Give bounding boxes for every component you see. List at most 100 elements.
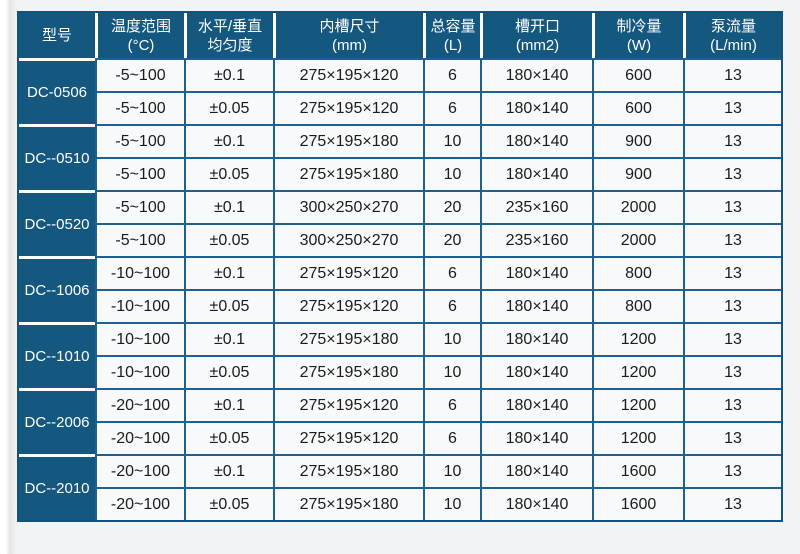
table-row: DC--1006 -10~100 ±0.1 275×195×120 6 180×140 80… (19, 256, 781, 322)
header-label: 温度范围 (110, 17, 171, 35)
data-cell: 13 (683, 124, 781, 157)
data-cell: ±0.1 (184, 256, 273, 289)
table-row: DC--2010 -20~100 ±0.1 275×195×180 10 180×140 1… (19, 454, 781, 520)
model-cell: DC-0506 (19, 58, 95, 124)
col-header-opening: 槽开口 (mm2) (480, 13, 592, 58)
data-cell: 1600 (592, 487, 683, 520)
data-cell: 800 (592, 289, 683, 322)
col-header-temp-range: 温度范围 (°C) (95, 13, 184, 58)
data-cell: -10~100 (95, 289, 184, 322)
data-cell: -5~100 (95, 58, 184, 91)
data-cell: 275×195×180 (273, 355, 423, 388)
data-cell: 275×195×180 (273, 454, 423, 487)
data-cell: 6 (423, 58, 480, 91)
data-cell: 180×140 (480, 256, 592, 289)
table-row: -10~100 ±0.05 275×195×180 10 180×140 1200 13 (19, 355, 781, 388)
col-header-model: 型号 (19, 13, 95, 58)
data-cell: 13 (683, 223, 781, 256)
spec-table-header: 型号 温度范围 (°C) 水平/垂直 均匀度 内槽尺寸 (mm) 总容量 (19, 13, 781, 58)
header-label: 泵流量 (710, 17, 756, 35)
data-cell: 6 (423, 421, 480, 454)
model-cell: DC--1010 (19, 322, 95, 388)
data-cell: ±0.05 (184, 355, 273, 388)
data-cell: 180×140 (480, 355, 592, 388)
data-cell: 13 (683, 256, 781, 289)
data-cell: 180×140 (480, 421, 592, 454)
table-row: DC--0510 -5~100 ±0.1 275×195×180 10 180×140 90… (19, 124, 781, 190)
data-cell: -20~100 (95, 421, 184, 454)
header-sub: (L) (443, 36, 463, 54)
data-cell: 900 (592, 157, 683, 190)
header-row: 型号 温度范围 (°C) 水平/垂直 均匀度 内槽尺寸 (mm) 总容量 (19, 13, 781, 58)
data-cell: 13 (683, 91, 781, 124)
header-sub: (mm2) (515, 36, 560, 54)
page-left-shade (0, 0, 17, 554)
spec-table: 型号 温度范围 (°C) 水平/垂直 均匀度 内槽尺寸 (mm) 总容量 (19, 13, 781, 520)
data-cell: 10 (423, 355, 480, 388)
header-label: 内槽尺寸 (319, 17, 380, 35)
header-sub: (mm) (332, 36, 367, 54)
data-cell: 275×195×120 (273, 91, 423, 124)
data-cell: ±0.1 (184, 454, 273, 487)
data-cell: 13 (683, 388, 781, 421)
spec-table-body: DC-0506 -5~100 ±0.1 275×195×120 6 180×140 600 1… (19, 58, 781, 520)
data-cell: 275×195×180 (273, 487, 423, 520)
model-cell: DC--2010 (19, 454, 95, 520)
spec-table-container: 型号 温度范围 (°C) 水平/垂直 均匀度 内槽尺寸 (mm) 总容量 (17, 11, 783, 522)
data-cell: 600 (592, 91, 683, 124)
data-cell: ±0.05 (184, 421, 273, 454)
data-cell: 6 (423, 256, 480, 289)
data-cell: 6 (423, 91, 480, 124)
data-cell: 1200 (592, 322, 683, 355)
data-cell: 1200 (592, 355, 683, 388)
data-cell: -10~100 (95, 256, 184, 289)
data-cell: 275×195×180 (273, 322, 423, 355)
data-cell: -10~100 (95, 355, 184, 388)
col-header-uniformity: 水平/垂直 均匀度 (184, 13, 273, 58)
header-label: 水平/垂直 (197, 17, 263, 35)
data-cell: 600 (592, 58, 683, 91)
data-cell: -5~100 (95, 124, 184, 157)
data-cell: 300×250×270 (273, 223, 423, 256)
data-cell: 275×195×120 (273, 421, 423, 454)
data-cell: 275×195×120 (273, 256, 423, 289)
data-cell: 10 (423, 487, 480, 520)
model-cell: DC--0520 (19, 190, 95, 256)
col-header-cooling: 制冷量 (W) (592, 13, 683, 58)
table-row: -20~100 ±0.05 275×195×120 6 180×140 1200 13 (19, 421, 781, 454)
model-cell: DC--0510 (19, 124, 95, 190)
col-header-pump-flow: 泵流量 (L/min) (683, 13, 781, 58)
data-cell: 13 (683, 322, 781, 355)
data-cell: -5~100 (95, 223, 184, 256)
data-cell: ±0.05 (184, 91, 273, 124)
data-cell: 13 (683, 454, 781, 487)
table-row: -10~100 ±0.05 275×195×120 6 180×140 800 13 (19, 289, 781, 322)
data-cell: 180×140 (480, 58, 592, 91)
data-cell: ±0.05 (184, 487, 273, 520)
data-cell: -5~100 (95, 157, 184, 190)
data-cell: 235×160 (480, 190, 592, 223)
data-cell: 10 (423, 124, 480, 157)
col-header-tank-size: 内槽尺寸 (mm) (273, 13, 423, 58)
data-cell: 275×195×180 (273, 157, 423, 190)
data-cell: 13 (683, 190, 781, 223)
table-row: DC--2006 -20~100 ±0.1 275×195×120 6 180×140 12… (19, 388, 781, 454)
data-cell: 180×140 (480, 487, 592, 520)
header-label: 总容量 (430, 17, 476, 35)
data-cell: 10 (423, 322, 480, 355)
data-cell: 900 (592, 124, 683, 157)
data-cell: 6 (423, 388, 480, 421)
data-cell: -20~100 (95, 388, 184, 421)
data-cell: 20 (423, 223, 480, 256)
header-label: 制冷量 (616, 17, 662, 35)
data-cell: 20 (423, 190, 480, 223)
data-cell: 13 (683, 157, 781, 190)
data-cell: 180×140 (480, 454, 592, 487)
table-row: -5~100 ±0.05 300×250×270 20 235×160 2000 13 (19, 223, 781, 256)
header-label: 型号 (41, 27, 72, 44)
data-cell: 180×140 (480, 124, 592, 157)
data-cell: 300×250×270 (273, 190, 423, 223)
data-cell: ±0.1 (184, 322, 273, 355)
data-cell: 6 (423, 289, 480, 322)
table-row: -5~100 ±0.05 275×195×180 10 180×140 900 13 (19, 157, 781, 190)
